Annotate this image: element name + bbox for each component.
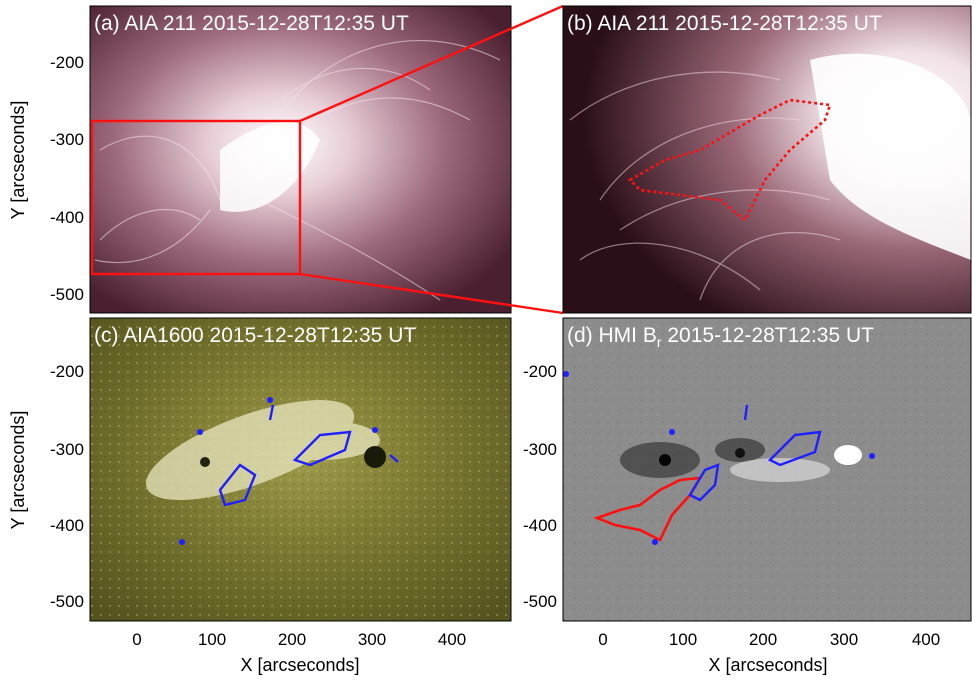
panel-b-dashed-contour — [627, 98, 832, 223]
x-axis-label-right: X [arcseconds] — [708, 655, 827, 675]
panel-d-white-spot — [834, 445, 862, 465]
panel-d-title-sub: r — [657, 334, 662, 350]
x-tick-label: 200 — [749, 630, 777, 649]
x-tick-label: 100 — [669, 630, 697, 649]
panel-c-frame — [89, 317, 512, 622]
x-tick-label: 0 — [598, 630, 607, 649]
zoom-line-bottom — [299, 272, 564, 315]
x-tick-label: 100 — [198, 630, 226, 649]
panel-c-title: (c) AIA1600 2015-12-28T12:35 UT — [94, 324, 416, 347]
x-axis-label-left: X [arcseconds] — [240, 655, 359, 675]
panel-d-title: (d) HMI Br 2015-12-28T12:35 UT — [567, 324, 874, 350]
panel-d-positive-flux — [730, 458, 830, 482]
y-tick-label: -400 — [50, 208, 84, 227]
panel-c-blue-contours — [218, 404, 399, 507]
y-tick-label: -200 — [50, 53, 84, 72]
y-tick-label: -500 — [50, 592, 84, 611]
panel-a-title: (a) AIA 211 2015-12-28T12:35 UT — [94, 12, 409, 35]
y-tick-label: -300 — [50, 130, 84, 149]
panel-b-bright-core — [810, 53, 971, 260]
y-tick-label: -400 — [50, 516, 84, 535]
x-tick-label: 200 — [278, 630, 306, 649]
x-ticks-left: 0 100 200 300 400 — [132, 630, 466, 649]
panel-b-loops — [569, 71, 841, 301]
panel-a-frame — [89, 5, 512, 314]
panel-d-black-spot — [659, 454, 671, 466]
y-tick-label: -400 — [523, 516, 557, 535]
y-axis-label-top: Y [arcseconds] — [8, 101, 28, 220]
x-ticks-right: 0 100 200 300 400 — [598, 630, 940, 649]
panel-c — [90, 318, 511, 621]
panel-b — [563, 6, 971, 313]
x-tick-label: 0 — [132, 630, 141, 649]
x-tick-label: 400 — [912, 630, 940, 649]
panel-d-title-rest: 2015-12-28T12:35 UT — [662, 324, 875, 347]
panel-d-frame — [562, 317, 972, 622]
panel-c-blue-dots — [179, 397, 378, 545]
panel-c-plage — [145, 400, 380, 500]
y-tick-label: -500 — [523, 592, 557, 611]
panel-d-title-main: (d) HMI B — [567, 324, 657, 347]
y-tick-label: -300 — [523, 440, 557, 459]
zoom-line-top — [299, 4, 564, 123]
panel-b-frame — [562, 5, 972, 314]
panel-d-blue-dots — [563, 371, 875, 545]
y-ticks-bottom-right: -200 -300 -400 -500 — [523, 362, 557, 611]
x-tick-label: 300 — [830, 630, 858, 649]
panel-c-sunspot-small — [200, 457, 210, 467]
y-ticks-bottom-left: -200 -300 -400 -500 — [50, 362, 84, 611]
y-tick-label: -500 — [50, 285, 84, 304]
y-ticks-top: -200 -300 -400 -500 — [50, 53, 84, 304]
panel-c-sunspot — [364, 446, 386, 468]
y-tick-label: -200 — [523, 362, 557, 381]
panel-b-title: (b) AIA 211 2015-12-28T12:35 UT — [567, 12, 882, 35]
y-tick-label: -300 — [50, 440, 84, 459]
panel-d-black-spot-2 — [735, 448, 745, 458]
panel-a-bright-core — [220, 121, 320, 212]
y-axis-label-bottom: Y [arcseconds] — [8, 411, 28, 530]
y-tick-label: -200 — [50, 362, 84, 381]
x-tick-label: 400 — [438, 630, 466, 649]
x-tick-label: 300 — [358, 630, 386, 649]
zoom-box — [90, 119, 302, 276]
panel-d — [563, 318, 971, 621]
panel-d-blue-contours — [688, 404, 822, 502]
